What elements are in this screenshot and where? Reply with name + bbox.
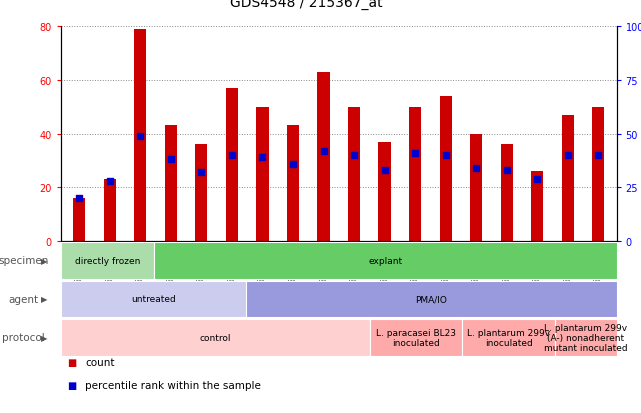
Bar xyxy=(562,115,574,242)
Bar xyxy=(317,73,329,242)
Text: L. paracasei BL23
inoculated: L. paracasei BL23 inoculated xyxy=(376,328,456,347)
Text: protocol: protocol xyxy=(2,332,44,343)
Bar xyxy=(592,107,604,242)
Text: untreated: untreated xyxy=(131,295,176,304)
Point xyxy=(227,152,237,159)
Bar xyxy=(196,145,208,242)
Bar xyxy=(226,88,238,242)
Bar xyxy=(287,126,299,242)
Bar xyxy=(378,142,390,242)
Point xyxy=(593,152,603,159)
Text: ▶: ▶ xyxy=(40,256,47,265)
Bar xyxy=(470,134,482,242)
Bar xyxy=(73,199,85,242)
Text: ▶: ▶ xyxy=(40,295,47,304)
Point xyxy=(257,154,267,161)
Text: GDS4548 / 215367_at: GDS4548 / 215367_at xyxy=(230,0,383,10)
Text: ▶: ▶ xyxy=(40,333,47,342)
Bar xyxy=(409,107,421,242)
Text: count: count xyxy=(85,357,115,367)
Point xyxy=(165,157,176,163)
Text: L. plantarum 299v
(A-) nonadherent
mutant inoculated: L. plantarum 299v (A-) nonadherent mutan… xyxy=(544,323,628,352)
Point xyxy=(502,167,512,174)
Point xyxy=(532,176,542,183)
Point xyxy=(440,152,451,159)
Point xyxy=(74,195,85,202)
Text: L. plantarum 299v
inoculated: L. plantarum 299v inoculated xyxy=(467,328,550,347)
Point xyxy=(471,165,481,172)
Bar xyxy=(348,107,360,242)
Bar xyxy=(165,126,177,242)
Bar xyxy=(104,180,116,242)
Text: control: control xyxy=(199,333,231,342)
Point xyxy=(410,150,420,157)
Bar xyxy=(501,145,513,242)
Point xyxy=(135,133,146,140)
Text: specimen: specimen xyxy=(0,256,48,266)
Bar xyxy=(531,172,544,242)
Bar xyxy=(440,97,452,242)
Point xyxy=(379,167,390,174)
Bar xyxy=(256,107,269,242)
Text: explant: explant xyxy=(368,256,402,265)
Text: ■: ■ xyxy=(67,357,76,367)
Bar xyxy=(134,29,146,242)
Text: PMA/IO: PMA/IO xyxy=(415,295,447,304)
Point xyxy=(563,152,573,159)
Point xyxy=(288,161,298,168)
Point xyxy=(196,170,206,176)
Text: agent: agent xyxy=(8,294,38,304)
Point xyxy=(104,178,115,185)
Point xyxy=(319,148,329,155)
Point xyxy=(349,152,359,159)
Text: percentile rank within the sample: percentile rank within the sample xyxy=(85,380,261,390)
Text: directly frozen: directly frozen xyxy=(74,256,140,265)
Text: ■: ■ xyxy=(67,380,76,390)
